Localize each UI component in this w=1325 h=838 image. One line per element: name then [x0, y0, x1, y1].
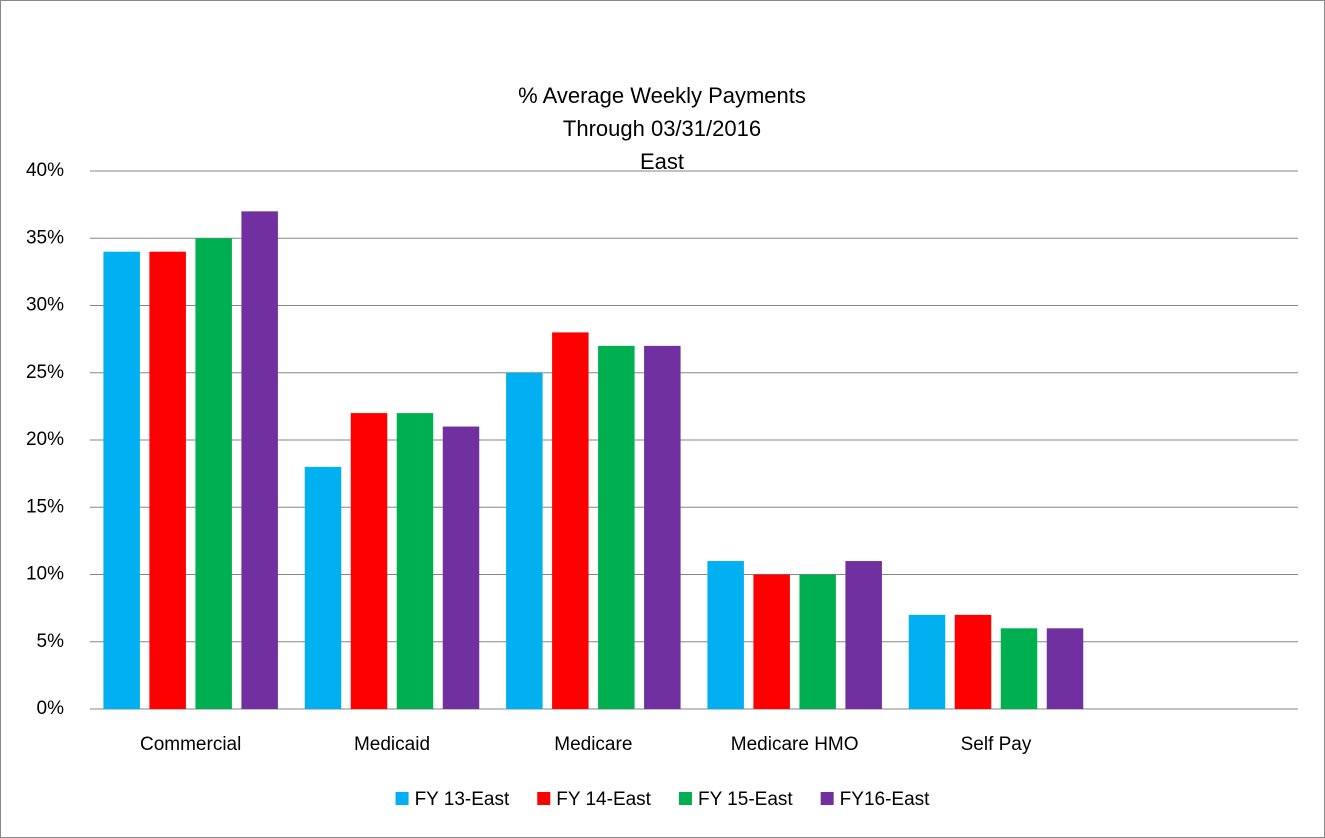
- bar: [350, 413, 388, 709]
- legend-swatch: [537, 792, 551, 805]
- bar: [707, 561, 744, 709]
- x-tick-label: Medicare HMO: [731, 734, 859, 755]
- bar: [241, 211, 278, 709]
- chart-title: East: [640, 149, 684, 174]
- bar: [552, 332, 589, 709]
- bar: [1000, 628, 1038, 709]
- legend-swatch: [820, 792, 834, 805]
- x-tick-label: Commercial: [140, 734, 241, 755]
- chart-title: Through 03/31/2016: [563, 116, 761, 141]
- x-tick-label: Self Pay: [961, 734, 1032, 755]
- bar: [753, 574, 790, 709]
- bar: [908, 614, 946, 709]
- bar: [644, 345, 681, 709]
- bar: [598, 345, 635, 709]
- x-tick-label: Medicare: [554, 734, 632, 755]
- y-tick-label: 15%: [26, 496, 64, 517]
- bar: [1046, 628, 1084, 709]
- legend-swatch: [678, 792, 692, 805]
- y-tick-label: 5%: [37, 631, 65, 652]
- y-tick-label: 10%: [26, 564, 64, 585]
- bar: [195, 238, 232, 709]
- legend-label: FY16-East: [840, 789, 930, 810]
- bar: [845, 561, 882, 709]
- bar: [442, 426, 480, 709]
- x-tick-label: Medicaid: [354, 734, 430, 755]
- y-tick-label: 40%: [26, 160, 64, 181]
- legend-label: FY 15-East: [698, 789, 793, 810]
- bar: [103, 251, 140, 709]
- bar: [954, 614, 992, 709]
- bar: [799, 574, 836, 709]
- legend-swatch: [395, 792, 409, 805]
- y-tick-label: 0%: [37, 698, 65, 719]
- bar: [396, 413, 434, 709]
- bar: [506, 372, 543, 709]
- y-tick-label: 35%: [26, 227, 64, 248]
- legend-label: FY 13-East: [415, 789, 510, 810]
- legend-label: FY 14-East: [556, 789, 651, 810]
- y-tick-label: 30%: [26, 295, 64, 316]
- chart-title: % Average Weekly Payments: [518, 83, 806, 108]
- bar: [149, 251, 186, 709]
- bar: [304, 466, 342, 709]
- y-tick-label: 20%: [26, 429, 64, 450]
- y-tick-label: 25%: [26, 362, 64, 383]
